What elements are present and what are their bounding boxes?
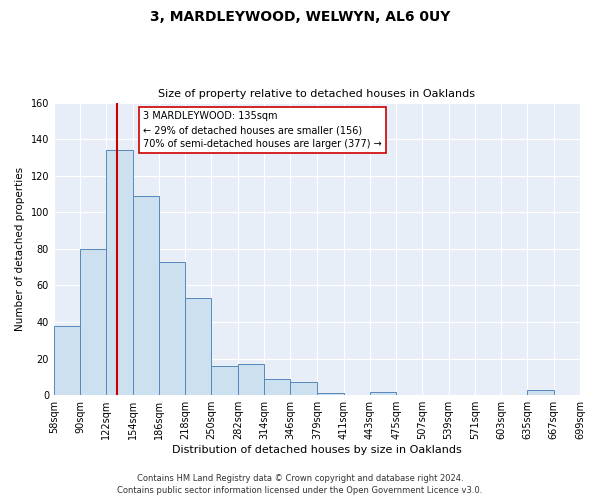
Y-axis label: Number of detached properties: Number of detached properties [15, 167, 25, 331]
Bar [580, 392, 600, 395]
Bar [370, 392, 396, 395]
Bar [317, 394, 344, 395]
Bar [211, 366, 238, 395]
Bar [106, 150, 133, 395]
Bar [159, 262, 185, 395]
Title: Size of property relative to detached houses in Oaklands: Size of property relative to detached ho… [158, 89, 475, 99]
Text: 3, MARDLEYWOOD, WELWYN, AL6 0UY: 3, MARDLEYWOOD, WELWYN, AL6 0UY [150, 10, 450, 24]
Bar [264, 378, 290, 395]
Bar [54, 326, 80, 395]
Bar [290, 382, 317, 395]
X-axis label: Distribution of detached houses by size in Oaklands: Distribution of detached houses by size … [172, 445, 462, 455]
Bar [238, 364, 264, 395]
Bar [527, 390, 554, 395]
Bar [133, 196, 159, 395]
Bar [185, 298, 211, 395]
Text: 3 MARDLEYWOOD: 135sqm
← 29% of detached houses are smaller (156)
70% of semi-det: 3 MARDLEYWOOD: 135sqm ← 29% of detached … [143, 112, 382, 150]
Bar [80, 249, 106, 395]
Text: Contains HM Land Registry data © Crown copyright and database right 2024.
Contai: Contains HM Land Registry data © Crown c… [118, 474, 482, 495]
